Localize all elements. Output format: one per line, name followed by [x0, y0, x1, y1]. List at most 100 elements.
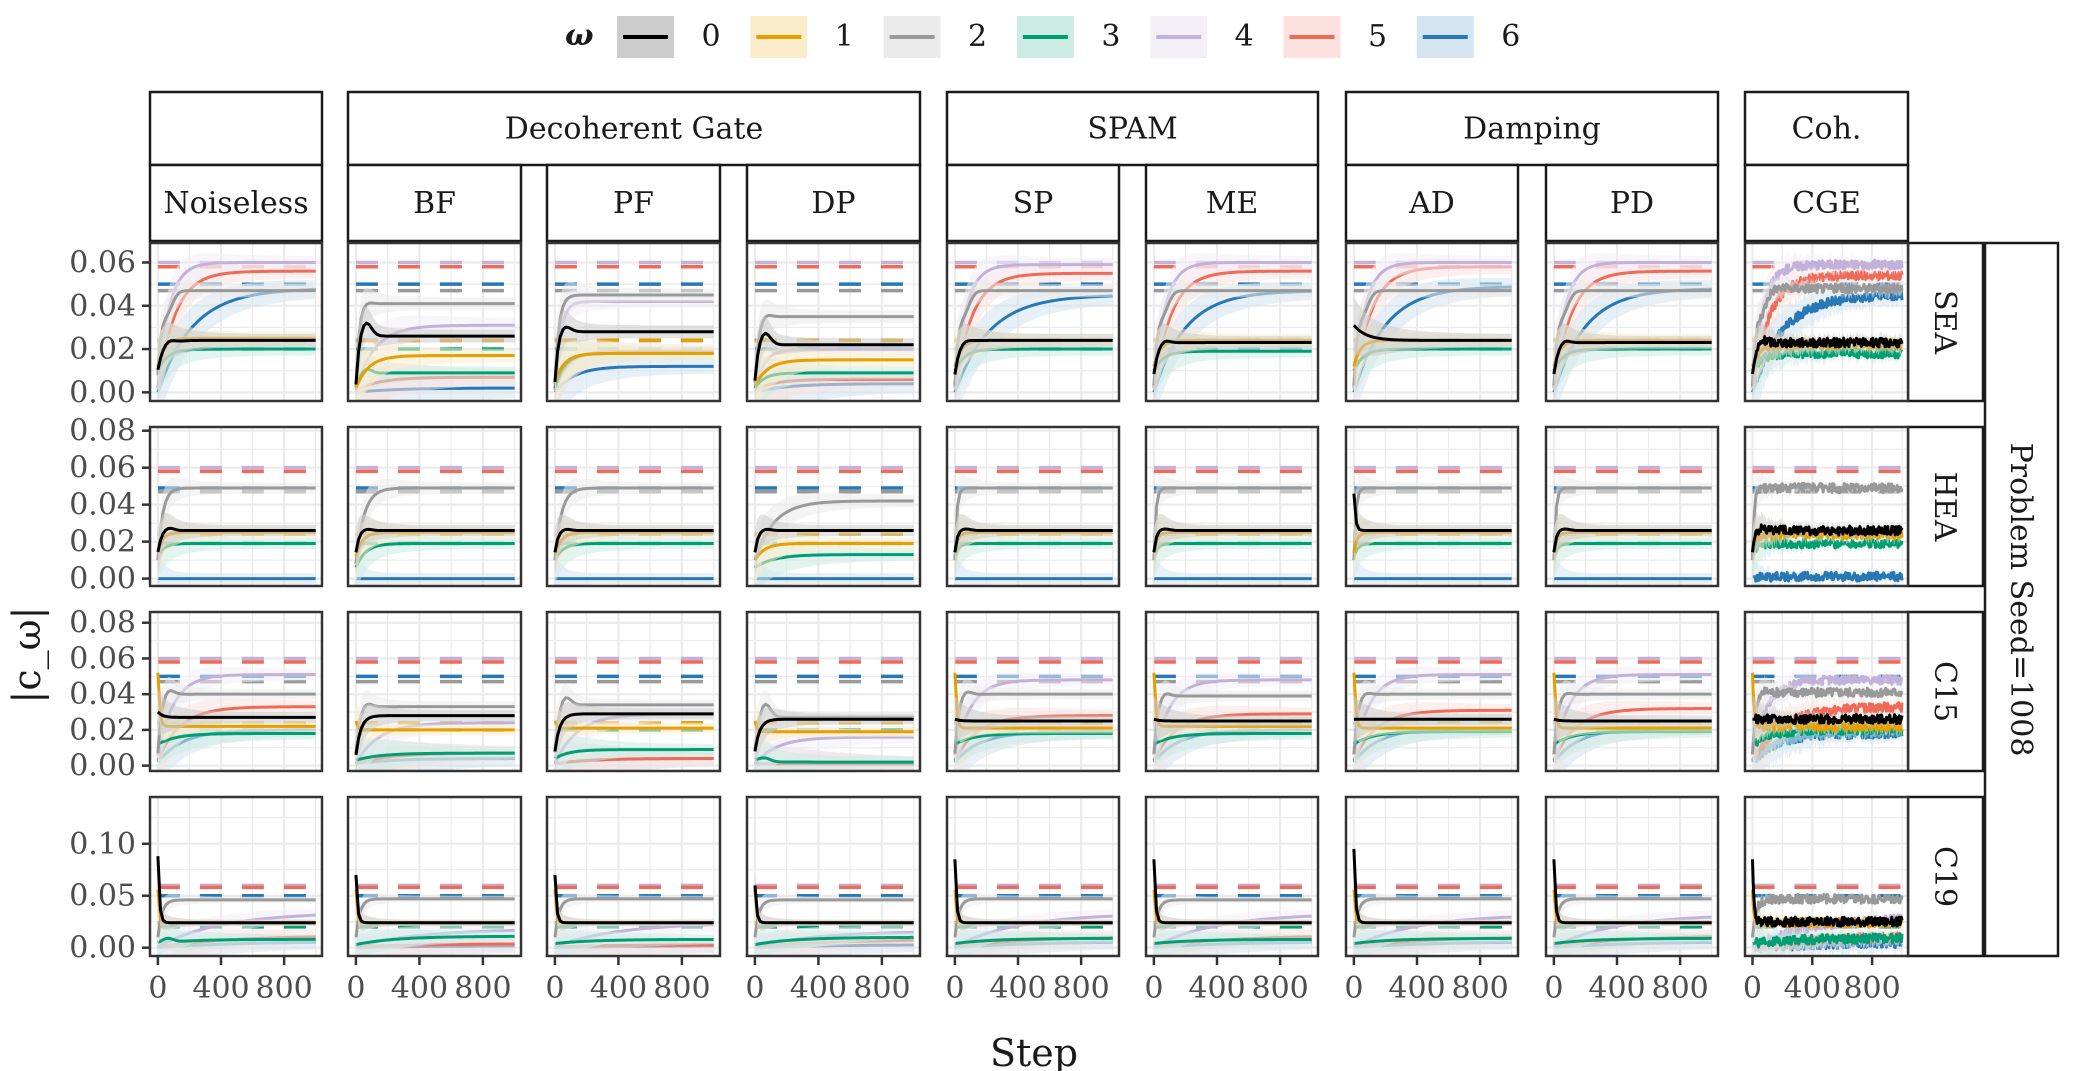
column-strip-label: AD [1408, 186, 1455, 221]
series-line-omega-4 [953, 263, 1113, 389]
y-tick-label: 0.02 [69, 332, 136, 367]
panel-plot-area [1546, 427, 1718, 586]
row-strip-label: C15 [1927, 661, 1962, 722]
outer-row-strip [1983, 241, 2060, 958]
series-line-omega-2 [953, 289, 1113, 386]
x-tick-label: 800 [653, 971, 710, 1006]
series-line-omega-2 [156, 486, 316, 561]
ribbon-omega-3 [1353, 929, 1512, 956]
panel-SEA-PF [545, 241, 722, 403]
panel-border [1144, 610, 1320, 773]
group-strip-label: Damping [1463, 112, 1601, 147]
ribbon-omega-2 [954, 280, 1113, 401]
ribbon-omega-6 [1752, 282, 1903, 401]
series-line-omega-2 [1152, 898, 1312, 938]
column-strip [945, 163, 1121, 243]
panel-border [1344, 795, 1520, 958]
ribbon-omega-4 [1553, 253, 1712, 401]
series-line-omega-0 [553, 874, 714, 925]
group-strip [148, 90, 324, 167]
x-axis-DP: 0 400 800 [745, 956, 911, 1006]
series-line-omega-4 [1750, 258, 1904, 389]
series-line-omega-2 [1152, 289, 1312, 386]
panel-border [1544, 795, 1720, 958]
series-line-omega-0 [354, 714, 515, 756]
series-line-omega-5 [1750, 269, 1904, 389]
y-tick-label: 0.04 [69, 677, 136, 712]
panel-border [1544, 610, 1720, 773]
panel-C15-BF [346, 610, 523, 773]
column-strip-label: PD [1610, 186, 1654, 221]
panel-plot-area [150, 243, 322, 401]
panel-HEA-SP [945, 425, 1121, 588]
x-tick-label: 400 [989, 971, 1046, 1006]
legend-item-0: 0 [617, 16, 721, 58]
group-strip [1743, 90, 1910, 167]
ribbon-omega-3 [1553, 929, 1712, 956]
legend-label: 2 [968, 19, 987, 54]
panel-C15-ME [1144, 610, 1320, 773]
series-line-omega-3 [1353, 936, 1512, 946]
x-tick-label: 0 [945, 971, 964, 1006]
panel-plot-area [348, 427, 521, 586]
series-line-omega-3 [355, 934, 515, 947]
ribbon-omega-2 [1553, 680, 1712, 771]
ribbon-omega-2 [1353, 280, 1512, 401]
x-tick-label: 800 [1651, 971, 1708, 1006]
x-axes: 0 400 800 0 400 800 0 400 800 0 400 800 0 400 800 0 400 8… [148, 956, 1901, 1006]
facet-panels [148, 241, 1910, 958]
panel-plot-area [150, 612, 322, 771]
panel-border [945, 795, 1121, 958]
series-line-omega-0 [1152, 339, 1312, 375]
x-tick-label: 400 [1388, 971, 1445, 1006]
row-strip-label: C19 [1927, 846, 1962, 907]
series-line-omega-1 [553, 720, 714, 730]
legend-label: 0 [701, 19, 720, 54]
y-axis-title-group: |c_ω| [5, 607, 50, 704]
panel-border [346, 610, 523, 773]
panel-border [1144, 241, 1320, 403]
series-line-omega-3 [1153, 937, 1312, 946]
panel-border [1743, 610, 1910, 773]
ribbon-omega-2 [1353, 680, 1512, 771]
panel-plot-area [1546, 243, 1718, 401]
panel-background [1146, 427, 1318, 586]
series-line-omega-2 [1552, 691, 1712, 755]
series-line-omega-4 [156, 260, 316, 389]
series-line-omega-3 [355, 751, 515, 762]
x-tick-label: 0 [745, 971, 764, 1006]
panel-C19-AD [1344, 795, 1520, 958]
panel-HEA-PF [545, 425, 722, 588]
ribbon-omega-3 [954, 929, 1113, 956]
panel-plot-area [1546, 612, 1718, 771]
row-strip-label: SEA [1927, 290, 1962, 354]
series-line-omega-3 [553, 541, 714, 561]
panel-SEA-Noiseless [148, 241, 324, 403]
panel-plot-area [947, 797, 1119, 956]
column-strip-label: SP [1013, 186, 1054, 221]
panel-C19-Noiseless [148, 795, 324, 958]
group-strip-label: Decoherent Gate [505, 112, 763, 147]
y-tick-label: 0.00 [69, 375, 136, 410]
series-line-omega-3 [754, 553, 914, 569]
panel-C19-DP [745, 795, 922, 958]
ribbon-omega-6 [1353, 278, 1512, 401]
panel-border [745, 610, 922, 773]
series-line-omega-4 [1352, 260, 1512, 389]
column-strip [1344, 163, 1520, 243]
series-line-omega-0 [753, 331, 914, 381]
row-strip-label: HEA [1927, 472, 1962, 542]
panel-SEA-BF [346, 241, 523, 403]
panel-SEA-CGE [1743, 241, 1910, 403]
ribbon-omega-0 [754, 871, 914, 931]
series-line-omega-3 [1553, 936, 1712, 946]
panel-plot-area [1146, 243, 1318, 401]
x-axis-BF: 0 400 800 [346, 956, 512, 1006]
series-line-omega-0 [553, 325, 714, 383]
panel-SEA-AD [1344, 241, 1520, 403]
panel-border [945, 610, 1121, 773]
series-line-omega-0 [1750, 335, 1904, 375]
panel-border [945, 241, 1121, 403]
ribbon-omega-0 [1553, 695, 1712, 743]
ribbon-omega-0 [355, 704, 515, 771]
